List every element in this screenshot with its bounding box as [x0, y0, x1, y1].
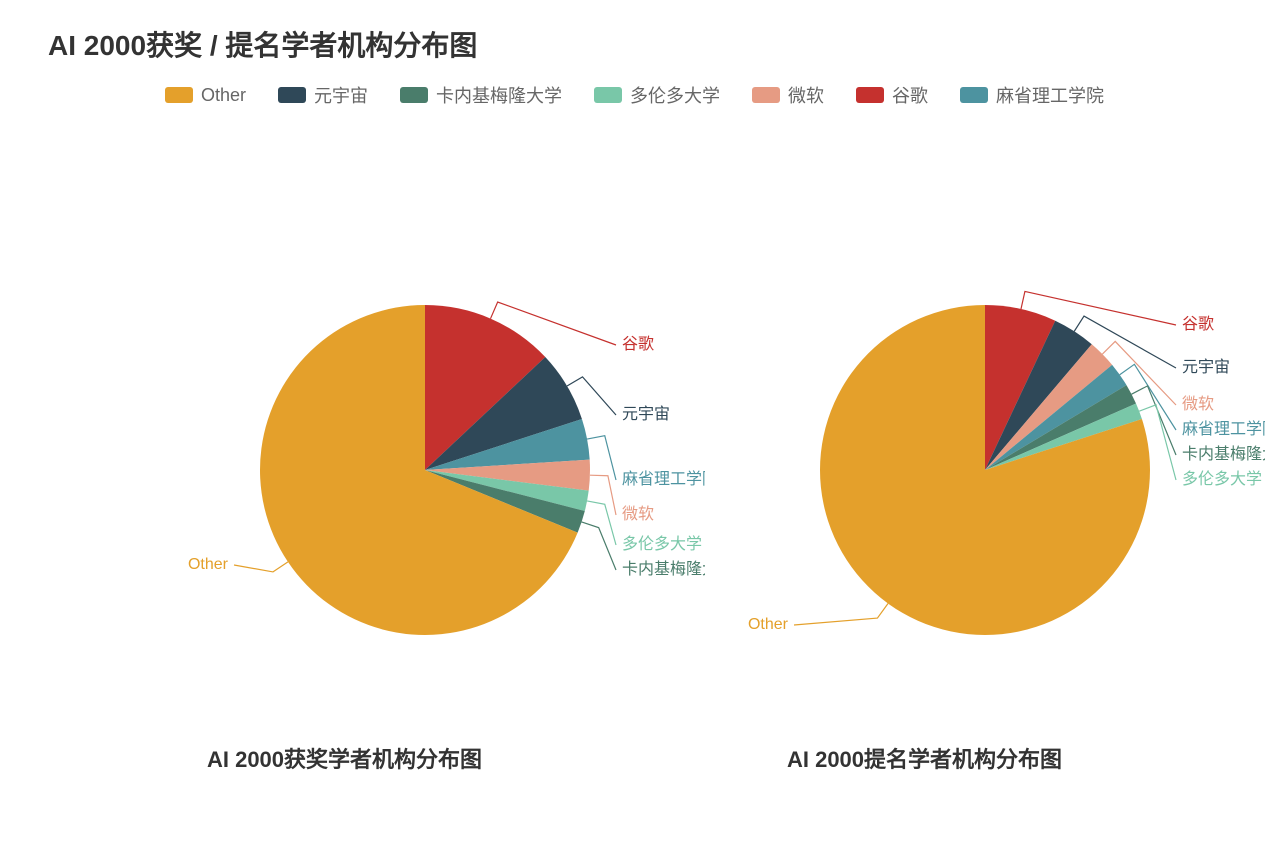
- pie-svg: 谷歌元宇宙微软麻省理工学院卡内基梅隆大学多伦多大学 Other: [705, 280, 1265, 700]
- callout-line: [581, 522, 615, 570]
- legend-label: 谷歌: [892, 82, 928, 108]
- callout-label-cmu: 卡内基梅隆大学: [1182, 445, 1265, 463]
- legend-item-cmu[interactable]: 卡内基梅隆大学: [400, 82, 562, 108]
- page-title: AI 2000获奖 / 提名学者机构分布图: [48, 24, 477, 64]
- callout-label-ms: 微软: [1182, 395, 1214, 413]
- callout-label-toronto: 多伦多大学: [622, 535, 702, 553]
- callout-label-toronto: 多伦多大学: [1182, 470, 1262, 488]
- legend-swatch: [594, 87, 622, 103]
- callout-label-meta: 元宇宙: [622, 405, 670, 423]
- callout-label-cmu: 卡内基梅隆大学: [622, 560, 705, 578]
- legend-swatch: [165, 87, 193, 103]
- callout-label-other: Other: [747, 616, 788, 633]
- pie-chart-awarded: 谷歌元宇宙麻省理工学院微软多伦多大学卡内基梅隆大学Other: [145, 280, 565, 700]
- legend-item-google[interactable]: 谷歌: [856, 82, 928, 108]
- callout-label-ms: 微软: [622, 505, 654, 523]
- pie-chart-nominated: 谷歌元宇宙微软麻省理工学院卡内基梅隆大学多伦多大学Other: [705, 280, 1125, 700]
- legend-label: 卡内基梅隆大学: [436, 82, 562, 108]
- legend-swatch: [278, 87, 306, 103]
- legend-label: 元宇宙: [314, 82, 368, 108]
- legend-label: Other: [201, 85, 246, 106]
- callout-label-other: Other: [187, 556, 228, 573]
- callout-line: [589, 475, 615, 515]
- callout-line: [234, 562, 288, 572]
- legend: Other 元宇宙 卡内基梅隆大学 多伦多大学 微软 谷歌 麻省理工学院: [0, 82, 1269, 108]
- subtitle-nominated: AI 2000提名学者机构分布图: [715, 742, 1135, 774]
- legend-label: 微软: [788, 82, 824, 108]
- callout-label-meta: 元宇宙: [1182, 358, 1230, 376]
- callout-label-mit: 麻省理工学院: [622, 470, 705, 488]
- legend-swatch: [960, 87, 988, 103]
- legend-item-mit[interactable]: 麻省理工学院: [960, 82, 1104, 108]
- legend-label: 多伦多大学: [630, 82, 720, 108]
- callout-label-google: 谷歌: [1182, 315, 1214, 333]
- legend-swatch: [400, 87, 428, 103]
- legend-item-meta[interactable]: 元宇宙: [278, 82, 368, 108]
- callout-line: [794, 603, 888, 625]
- callout-label-google: 谷歌: [622, 335, 654, 353]
- legend-item-toronto[interactable]: 多伦多大学: [594, 82, 720, 108]
- subtitle-awarded: AI 2000获奖学者机构分布图: [135, 742, 555, 774]
- callout-line: [587, 501, 616, 545]
- legend-label: 麻省理工学院: [996, 82, 1104, 108]
- pie-svg: 谷歌元宇宙麻省理工学院微软多伦多大学卡内基梅隆大学 Other: [145, 280, 705, 700]
- callout-line: [587, 436, 616, 480]
- callout-label-mit: 麻省理工学院: [1182, 420, 1265, 438]
- subtitles-row: AI 2000获奖学者机构分布图 AI 2000提名学者机构分布图: [0, 742, 1269, 774]
- legend-item-ms[interactable]: 微软: [752, 82, 824, 108]
- legend-item-other[interactable]: Other: [165, 82, 246, 108]
- legend-swatch: [856, 87, 884, 103]
- legend-swatch: [752, 87, 780, 103]
- charts-row: 谷歌元宇宙麻省理工学院微软多伦多大学卡内基梅隆大学Other 谷歌元宇宙微软麻省…: [0, 280, 1269, 700]
